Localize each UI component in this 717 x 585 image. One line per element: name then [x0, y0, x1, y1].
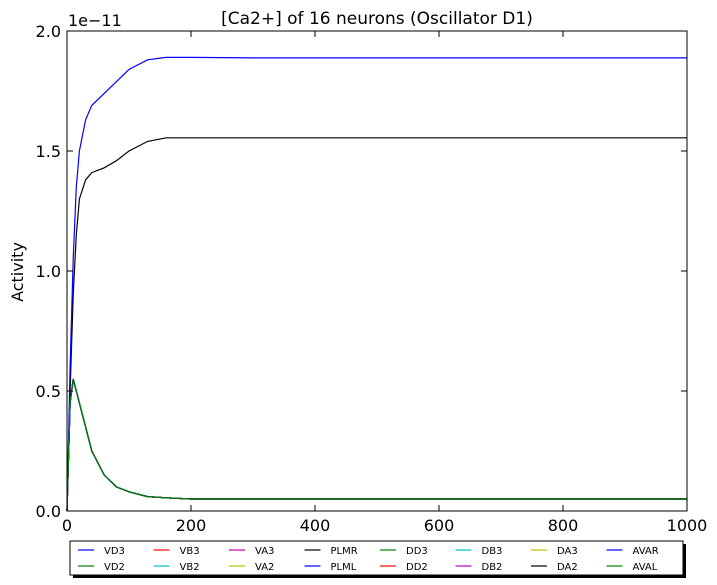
- y-tick-label: 0.0: [36, 502, 61, 521]
- y-tick-label: 2.0: [36, 22, 61, 41]
- series-line-db3: [66, 378, 687, 512]
- x-tick-label: 0: [62, 516, 72, 535]
- plot-frame: [66, 30, 688, 512]
- legend-label-vd2: VD2: [104, 562, 125, 573]
- x-tick-label: 200: [176, 516, 207, 535]
- legend-label-vb2: VB2: [180, 562, 200, 573]
- x-tick-label: 600: [424, 516, 455, 535]
- series-line-vd3: [66, 378, 687, 512]
- series-line-vd2: [66, 378, 687, 512]
- series-line-dd3: [66, 378, 687, 512]
- series-line-vb2: [66, 378, 687, 512]
- legend-label-avar: AVAR: [633, 546, 659, 557]
- y-scale-label: 1e−11: [68, 11, 122, 30]
- legend-label-va2: VA2: [255, 562, 274, 573]
- series-line-vb3: [66, 378, 687, 512]
- legend: VD3 VD2 VB3 VB2 VA3 VA2 PLMR PLML DD3 DD2 DB3 DB2 DA…: [69, 540, 686, 578]
- series-line-va2: [66, 378, 687, 512]
- legend-label-da3: DA3: [557, 546, 578, 557]
- series-line-plml: [66, 56, 687, 512]
- legend-label-va3: VA3: [255, 546, 274, 557]
- series-line-da2: [66, 378, 687, 512]
- legend-label-da2: DA2: [557, 562, 578, 573]
- x-tick-label: 800: [548, 516, 579, 535]
- series-lines: [66, 56, 687, 512]
- legend-label-dd3: DD3: [406, 546, 428, 557]
- y-tick-label: 1.5: [36, 142, 61, 161]
- legend-label-db2: DB2: [482, 562, 503, 573]
- series-line-db2: [66, 378, 687, 512]
- series-line-da3: [66, 378, 687, 512]
- axis-ticks: 0 200 400 600 800 1000 0.0 0.5 1.0 1.5 2.0: [36, 22, 708, 535]
- series-line-va3: [66, 378, 687, 512]
- y-axis-label: Activity: [8, 242, 27, 302]
- legend-label-plmr: PLMR: [331, 546, 358, 557]
- series-line-aval: [66, 378, 687, 512]
- y-tick-label: 1.0: [36, 262, 61, 281]
- legend-label-plml: PLML: [331, 562, 357, 573]
- chart-title: [Ca2+] of 16 neurons (Oscillator D1): [221, 9, 533, 29]
- y-tick-label: 0.5: [36, 382, 61, 401]
- series-line-avar: [66, 378, 687, 512]
- legend-label-vd3: VD3: [104, 546, 125, 557]
- x-tick-label: 1000: [667, 516, 708, 535]
- legend-label-vb3: VB3: [180, 546, 200, 557]
- series-line-dd2: [66, 378, 687, 512]
- series-line-plmr: [66, 137, 687, 512]
- legend-box: [69, 540, 684, 576]
- legend-label-dd2: DD2: [406, 562, 428, 573]
- legend-label-aval: AVAL: [633, 562, 658, 573]
- x-tick-label: 400: [300, 516, 331, 535]
- legend-label-db3: DB3: [482, 546, 503, 557]
